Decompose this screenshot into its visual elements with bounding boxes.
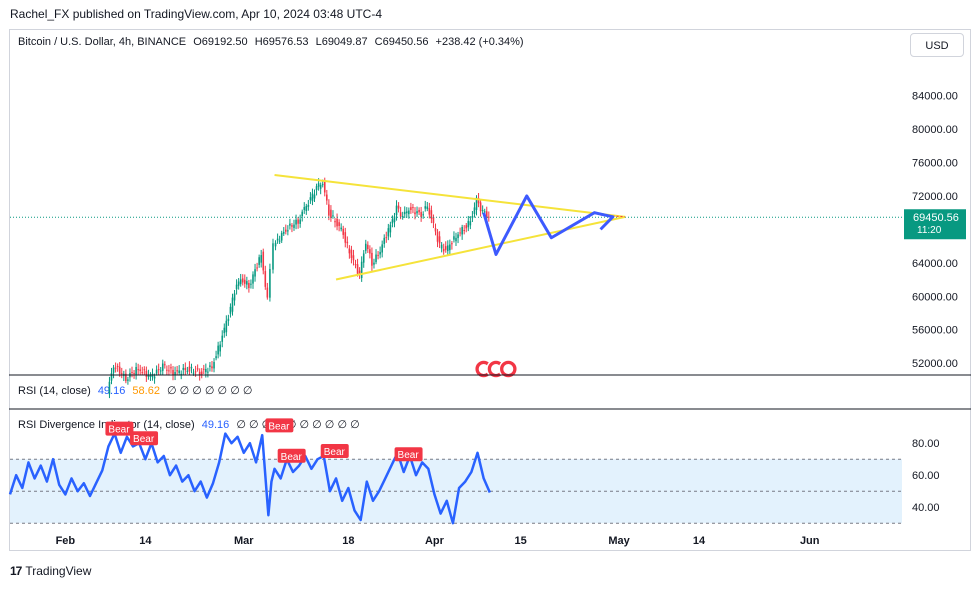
footer: 17 TradingView xyxy=(10,564,91,578)
rsi-value-1: 49.16 xyxy=(97,385,126,397)
ohlc-open: O69192.50 xyxy=(193,36,248,48)
publisher-line: Rachel_FX published on TradingView.com, … xyxy=(10,7,382,21)
currency-button[interactable]: USD xyxy=(910,33,964,57)
ohlc-close: C69450.56 xyxy=(374,36,429,48)
rsi-div-value: 49.16 xyxy=(201,419,230,431)
footer-brand[interactable]: TradingView xyxy=(25,564,92,578)
rsi-div-zeros: ∅ ∅ ∅ ∅ ∅ ∅ ∅ ∅ ∅ ∅ xyxy=(236,419,360,431)
rsi-div-label[interactable]: RSI Divergence Indicator (14, close) xyxy=(18,419,195,431)
symbol-name[interactable]: Bitcoin / U.S. Dollar, 4h, BINANCE xyxy=(18,36,187,48)
rsi-zeros: ∅ ∅ ∅ ∅ ∅ ∅ ∅ xyxy=(167,385,253,397)
rsi-legend: RSI (14, close) 49.16 58.62 ∅ ∅ ∅ ∅ ∅ ∅ … xyxy=(18,384,252,397)
chart-frame xyxy=(9,29,971,551)
symbol-legend: Bitcoin / U.S. Dollar, 4h, BINANCE O6919… xyxy=(18,36,528,48)
tradingview-logo-icon: 17 xyxy=(10,564,22,578)
rsi-label[interactable]: RSI (14, close) xyxy=(18,385,91,397)
rsi-value-2: 58.62 xyxy=(132,385,160,397)
rsi-div-legend: RSI Divergence Indicator (14, close) 49.… xyxy=(18,418,360,431)
ohlc-low: L69049.87 xyxy=(315,36,368,48)
ohlc-high: H69576.53 xyxy=(254,36,309,48)
price-change: +238.42 (+0.34%) xyxy=(435,36,524,48)
